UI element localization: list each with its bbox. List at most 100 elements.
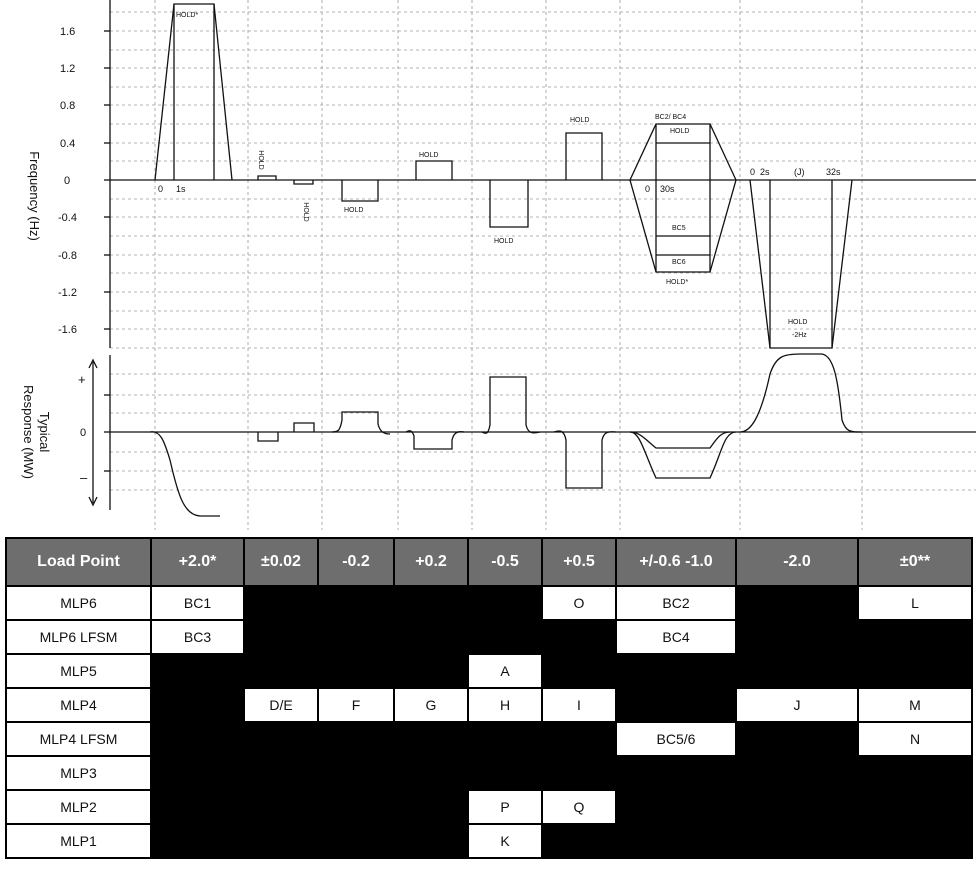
- table-cell: [541, 619, 617, 655]
- table-cell: [317, 755, 395, 791]
- trace-plus05: [565, 132, 603, 180]
- table-cell: [735, 755, 859, 791]
- table-cell: [467, 585, 543, 621]
- table-cell: [393, 619, 469, 655]
- table-cell: [735, 619, 859, 655]
- table-cell: N: [857, 721, 973, 757]
- ytick-9: -1.6: [58, 324, 77, 336]
- table-cell: [393, 721, 469, 757]
- table-cell: O: [541, 585, 617, 621]
- table-cell: [150, 721, 245, 757]
- ytick-7: -0.8: [58, 250, 77, 262]
- table-cell: [243, 755, 319, 791]
- table-cell: [243, 789, 319, 825]
- table-row: MLP6 BC1 O BC2 L: [5, 585, 973, 621]
- table-cell: [615, 687, 737, 723]
- table-cell: [393, 789, 469, 825]
- row-label: MLP4: [5, 687, 152, 723]
- trace-pm002-up: [257, 175, 277, 180]
- hold-label-minus02: HOLD: [344, 207, 363, 214]
- header-load-point: Load Point: [5, 537, 152, 587]
- table-cell: H: [467, 687, 543, 723]
- header-pm002: ±0.02: [243, 537, 319, 587]
- table-cell: [393, 755, 469, 791]
- time-label-32s: 32s: [826, 167, 841, 177]
- header-plus2: +2.0*: [150, 537, 245, 587]
- response-pm002-b: [293, 422, 315, 432]
- bc2-bc4-label: BC2/ BC4: [655, 114, 686, 121]
- trace-minus2: [749, 179, 853, 349]
- table-cell: [393, 585, 469, 621]
- response-minus05: [481, 376, 541, 434]
- table-row: MLP5 A: [5, 653, 973, 689]
- hold-label-plus05: HOLD: [570, 117, 589, 124]
- response-plus2: [149, 431, 220, 517]
- table-cell: [615, 755, 737, 791]
- table-cell: [243, 721, 319, 757]
- table-cell: [243, 823, 319, 859]
- time-label-2s: 2s: [760, 167, 770, 177]
- trace-pm002-down: [293, 180, 314, 185]
- table-cell: [150, 789, 245, 825]
- row-label: MLP6: [5, 585, 152, 621]
- table-cell: BC4: [615, 619, 737, 655]
- table-cell: G: [393, 687, 469, 723]
- response-pm002-a: [257, 432, 279, 442]
- table-cell: F: [317, 687, 395, 723]
- header-plus05: +0.5: [541, 537, 617, 587]
- table-cell: [615, 823, 737, 859]
- hold-label-plus02: HOLD: [419, 152, 438, 159]
- table-row: MLP4 LFSM BC5/6 N: [5, 721, 973, 757]
- hold-label-bc-bottom: HOLD*: [666, 279, 688, 286]
- table-cell: BC5/6: [615, 721, 737, 757]
- table-cell: [541, 653, 617, 689]
- table-cell: [317, 653, 395, 689]
- table-row: MLP6 LFSM BC3 BC4: [5, 619, 973, 655]
- table-cell: Q: [541, 789, 617, 825]
- row-label: MLP4 LFSM: [5, 721, 152, 757]
- hold-label-pm002-down: HOLD: [302, 202, 309, 221]
- zero-label-3: 0: [750, 167, 755, 177]
- row-label: MLP1: [5, 823, 152, 859]
- response-axis-label-line2: Response (MW): [21, 385, 36, 479]
- table-row: MLP3: [5, 755, 973, 791]
- zero-label-1: 0: [158, 184, 163, 194]
- time-label-30s: 30s: [660, 184, 675, 194]
- header-plus02: +0.2: [393, 537, 469, 587]
- header-minus2: -2.0: [735, 537, 859, 587]
- trace-bc-verticals: [655, 124, 711, 272]
- table-cell: [467, 755, 543, 791]
- bc6-label: BC6: [672, 259, 686, 266]
- load-point-matrix: Load Point +2.0* ±0.02 -0.2 +0.2 -0.5 +0…: [5, 537, 973, 859]
- ytick-8: -1.2: [58, 287, 77, 299]
- table-cell: BC2: [615, 585, 737, 621]
- hold-label-plus2: HOLD*: [176, 12, 198, 19]
- table-cell: [735, 653, 859, 689]
- table-cell: [393, 653, 469, 689]
- hold-label-bc-top: HOLD: [670, 128, 689, 135]
- table-cell: [857, 619, 973, 655]
- ytick-6: -0.4: [58, 212, 77, 224]
- table-cell: [317, 721, 395, 757]
- trace-minus05: [489, 180, 529, 228]
- table-cell: [857, 653, 973, 689]
- time-label-1s: 1s: [176, 184, 186, 194]
- response-zero: 0: [80, 427, 86, 439]
- table-cell: J: [735, 687, 859, 723]
- table-cell: [857, 755, 973, 791]
- response-plus: +: [78, 372, 86, 387]
- response-bc-large: [629, 431, 737, 479]
- table-cell: I: [541, 687, 617, 723]
- trace-plus2: [154, 3, 233, 181]
- frequency-annotations: HOLD* 0 1s HOLD HOLD HOLD HOLD HOLD HOLD…: [158, 12, 841, 339]
- trace-bc-hexagon: [629, 123, 737, 273]
- table-cell: [467, 721, 543, 757]
- bottom-y-tick-labels: + 0 –: [78, 372, 88, 485]
- table-cell: [150, 823, 245, 859]
- table-cell: [150, 755, 245, 791]
- table-cell: [735, 585, 859, 621]
- table-cell: P: [467, 789, 543, 825]
- row-label: MLP5: [5, 653, 152, 689]
- top-axes: [104, 0, 976, 348]
- header-pm06-10: +/-0.6 -1.0: [615, 537, 737, 587]
